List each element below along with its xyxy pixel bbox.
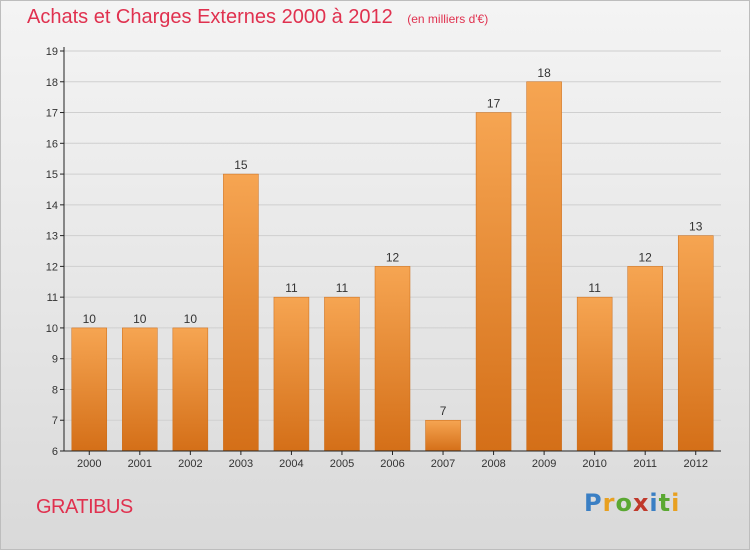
bar-2010 xyxy=(576,296,613,452)
bar-2012 xyxy=(677,235,714,452)
y-tick-label: 16 xyxy=(46,138,58,150)
x-tick-label: 2005 xyxy=(330,458,354,470)
logo-letter: i xyxy=(671,489,681,517)
data-label-2010: 11 xyxy=(588,281,601,295)
x-tick-label: 2001 xyxy=(128,458,152,470)
bar-2005 xyxy=(324,296,360,452)
y-axis-ticks: 6 7 8 9 10 11 12 13 14 15 16 17 18 19 xyxy=(46,46,64,458)
title-row: Achats et Charges Externes 2000 à 2012 (… xyxy=(27,6,488,29)
logo-letter: r xyxy=(602,489,616,517)
data-labels: 10 10 10 15 11 11 12 7 17 18 11 12 13 xyxy=(83,66,703,418)
chart-title: Achats et Charges Externes 2000 à 2012 xyxy=(27,6,393,28)
y-tick-label: 9 xyxy=(52,354,58,366)
y-tick-label: 18 xyxy=(46,77,58,89)
bar-2000 xyxy=(71,327,108,452)
x-tick-label: 2002 xyxy=(178,458,202,470)
x-tick-label: 2000 xyxy=(77,458,101,470)
bar-2004 xyxy=(273,296,310,452)
y-tick-label: 10 xyxy=(46,323,58,335)
data-label-2001: 10 xyxy=(133,312,147,326)
data-label-2004: 11 xyxy=(285,281,298,295)
commune-name: GRATIBUS xyxy=(36,496,133,518)
data-label-2006: 12 xyxy=(386,250,400,264)
bar-2011 xyxy=(627,266,663,452)
x-tick-label: 2012 xyxy=(683,458,707,470)
y-tick-label: 17 xyxy=(46,108,58,120)
data-label-2005: 11 xyxy=(336,281,349,295)
data-label-2000: 10 xyxy=(83,312,97,326)
y-tick-label: 15 xyxy=(46,169,58,181)
logo-letter: P xyxy=(584,489,603,517)
y-tick-label: 13 xyxy=(46,231,58,243)
bar-2003 xyxy=(223,173,259,452)
data-label-2003: 15 xyxy=(234,158,248,172)
axes xyxy=(63,47,721,452)
logo-letter: i xyxy=(649,489,659,517)
y-tick-label: 11 xyxy=(47,292,58,304)
x-tick-label: 2006 xyxy=(380,458,404,470)
data-label-2008: 17 xyxy=(487,97,501,111)
bar-2006 xyxy=(374,266,411,452)
logo-letter: x xyxy=(632,489,650,517)
data-label-2002: 10 xyxy=(184,312,198,326)
logo-letter: o xyxy=(615,489,633,517)
x-tick-label: 2008 xyxy=(481,458,505,470)
y-tick-label: 19 xyxy=(46,46,58,58)
data-label-2009: 18 xyxy=(537,66,551,80)
y-tick-label: 6 xyxy=(52,446,58,458)
proxiti-logo[interactable]: Proxiti xyxy=(584,489,680,517)
bar-2001 xyxy=(122,327,158,452)
bar-2002 xyxy=(172,327,209,452)
bar-2008 xyxy=(475,112,512,452)
x-tick-label: 2003 xyxy=(229,458,253,470)
x-axis-ticks: 2000 2001 2002 2003 2004 2005 2006 2007 2008 2009… xyxy=(77,451,708,470)
bar-2009 xyxy=(526,81,562,452)
bars xyxy=(71,81,714,452)
x-tick-label: 2004 xyxy=(279,458,303,470)
y-tick-label: 12 xyxy=(46,261,58,273)
logo-letter: t xyxy=(658,489,672,517)
x-tick-label: 2010 xyxy=(582,458,606,470)
y-tick-label: 8 xyxy=(52,384,58,396)
y-tick-label: 14 xyxy=(46,200,58,212)
x-tick-label: 2007 xyxy=(431,458,455,470)
x-tick-label: 2011 xyxy=(633,458,657,470)
data-label-2012: 13 xyxy=(689,220,703,234)
chart-subtitle: (en milliers d'€) xyxy=(407,12,489,26)
data-label-2011: 12 xyxy=(639,250,653,264)
data-label-2007: 7 xyxy=(440,404,447,418)
y-tick-label: 7 xyxy=(52,415,58,427)
x-tick-label: 2009 xyxy=(532,458,556,470)
bar-2007 xyxy=(425,419,461,452)
